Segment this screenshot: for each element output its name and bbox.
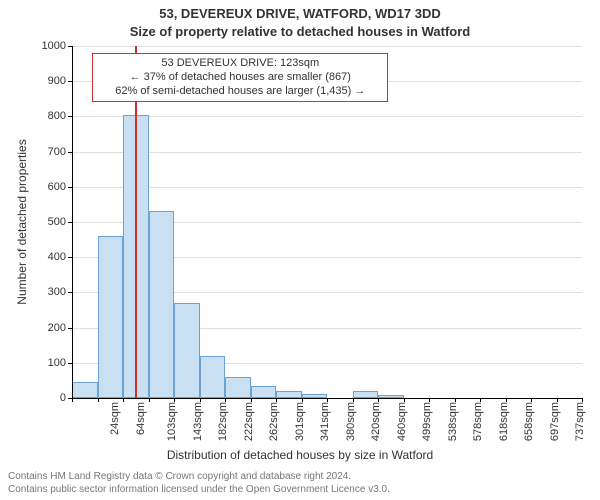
xtick-mark [149, 398, 150, 402]
xtick-label: 658sqm [523, 402, 535, 441]
xtick-label: 64sqm [135, 402, 147, 435]
ytick-label: 900 [48, 75, 66, 87]
footer-line1: Contains HM Land Registry data © Crown c… [8, 471, 390, 484]
page-title-line2: Size of property relative to detached ho… [0, 24, 600, 39]
histogram-bar [251, 386, 277, 398]
annotation-line: ← 37% of detached houses are smaller (86… [99, 71, 381, 85]
y-axis-title: Number of detached properties [15, 139, 29, 304]
ytick-label: 400 [48, 251, 66, 263]
xtick-mark [506, 398, 507, 402]
ytick-label: 300 [48, 286, 66, 298]
footer-line2: Contains public sector information licen… [8, 484, 390, 497]
ytick-label: 800 [48, 110, 66, 122]
xtick-mark [557, 398, 558, 402]
annotation-line: 62% of semi-detached houses are larger (… [99, 85, 381, 99]
gridline [72, 187, 582, 188]
xtick-label: 182sqm [217, 402, 229, 441]
xtick-label: 143sqm [192, 402, 204, 441]
y-axis-line [72, 46, 73, 398]
xtick-mark [200, 398, 201, 402]
ytick-label: 600 [48, 181, 66, 193]
ytick-label: 500 [48, 216, 66, 228]
page-title-line1: 53, DEVEREUX DRIVE, WATFORD, WD17 3DD [0, 6, 600, 21]
xtick-label: 420sqm [370, 402, 382, 441]
xtick-label: 499sqm [421, 402, 433, 441]
xtick-label: 737sqm [574, 402, 586, 441]
xtick-mark [378, 398, 379, 402]
xtick-mark [531, 398, 532, 402]
xtick-label: 697sqm [549, 402, 561, 441]
xtick-mark [174, 398, 175, 402]
histogram-bar [353, 391, 379, 398]
xtick-label: 24sqm [109, 402, 121, 435]
annotation-box: 53 DEVEREUX DRIVE: 123sqm← 37% of detach… [92, 53, 388, 102]
xtick-label: 618sqm [498, 402, 510, 441]
gridline [72, 152, 582, 153]
xtick-mark [429, 398, 430, 402]
xtick-label: 262sqm [268, 402, 280, 441]
histogram-bar [174, 303, 200, 398]
xtick-mark [251, 398, 252, 402]
xtick-mark [327, 398, 328, 402]
xtick-mark [404, 398, 405, 402]
histogram-bar [98, 236, 124, 398]
attribution-footer: Contains HM Land Registry data © Crown c… [8, 471, 390, 496]
histogram-bar [72, 382, 98, 398]
xtick-mark [98, 398, 99, 402]
ytick-label: 100 [48, 357, 66, 369]
xtick-label: 380sqm [345, 402, 357, 441]
ytick-label: 1000 [42, 40, 66, 52]
histogram-bar [149, 211, 175, 398]
ytick-label: 200 [48, 322, 66, 334]
xtick-mark [276, 398, 277, 402]
histogram-bar [200, 356, 226, 398]
xtick-mark [302, 398, 303, 402]
histogram-bar [225, 377, 251, 398]
xtick-mark [72, 398, 73, 402]
xtick-label: 222sqm [243, 402, 255, 441]
xtick-label: 103sqm [166, 402, 178, 441]
xtick-label: 301sqm [294, 402, 306, 441]
gridline [72, 116, 582, 117]
xtick-mark [353, 398, 354, 402]
xtick-mark [582, 398, 583, 402]
xtick-label: 460sqm [396, 402, 408, 441]
xtick-label: 538sqm [447, 402, 459, 441]
gridline [72, 46, 582, 47]
xtick-label: 341sqm [319, 402, 331, 441]
xtick-mark [123, 398, 124, 402]
x-axis-title: Distribution of detached houses by size … [0, 448, 600, 462]
histogram-bar [276, 391, 302, 398]
annotation-line: 53 DEVEREUX DRIVE: 123sqm [99, 57, 381, 71]
ytick-label: 0 [60, 392, 66, 404]
xtick-label: 578sqm [472, 402, 484, 441]
xtick-mark [480, 398, 481, 402]
ytick-label: 700 [48, 146, 66, 158]
histogram-plot: 0100200300400500600700800900100024sqm64s… [72, 46, 582, 398]
xtick-mark [225, 398, 226, 402]
xtick-mark [455, 398, 456, 402]
